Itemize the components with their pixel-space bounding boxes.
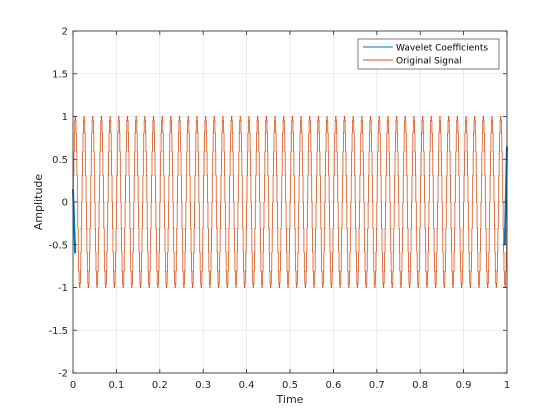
legend-label-wavelet-coefficients: Wavelet Coefficients — [396, 44, 488, 54]
x-axis-label: Time — [276, 393, 304, 406]
x-tick-label: 0.4 — [239, 380, 255, 391]
y-tick-label: -0.5 — [48, 240, 68, 251]
x-tick-label: 0.7 — [369, 380, 385, 391]
y-tick-label: 1.5 — [52, 69, 68, 80]
x-tick-label: 0.2 — [152, 380, 168, 391]
tick-labels: 0 0.1 0.2 0.3 0.4 0.5 0.6 0.7 0.8 0.9 1 -2 -1.5 -1 -0.… — [48, 27, 510, 392]
x-tick-label: 0.8 — [412, 380, 428, 391]
y-axis-label: Amplitude — [32, 174, 45, 231]
legend: Wavelet Coefficients Original Signal — [357, 38, 500, 70]
series-original-signal — [73, 116, 508, 288]
x-tick-label: 0.1 — [108, 380, 124, 391]
x-tick-label: 0.6 — [325, 380, 341, 391]
x-tick-label: 0.3 — [195, 380, 211, 391]
y-tick-label: 2 — [62, 27, 68, 38]
y-tick-label: -1.5 — [48, 326, 68, 337]
y-tick-label: -2 — [58, 369, 68, 380]
y-tick-label: 0 — [62, 198, 68, 209]
ticks — [72, 30, 508, 374]
y-tick-label: 0.5 — [52, 155, 68, 166]
legend-label-original-signal: Original Signal — [396, 57, 462, 67]
x-tick-label: 0.9 — [456, 380, 472, 391]
legend-box — [357, 38, 500, 70]
x-tick-label: 1 — [504, 380, 510, 391]
y-tick-label: 1 — [62, 112, 68, 123]
x-tick-label: 0.5 — [282, 380, 298, 391]
y-tick-label: -1 — [58, 283, 68, 294]
x-tick-label: 0 — [70, 380, 76, 391]
